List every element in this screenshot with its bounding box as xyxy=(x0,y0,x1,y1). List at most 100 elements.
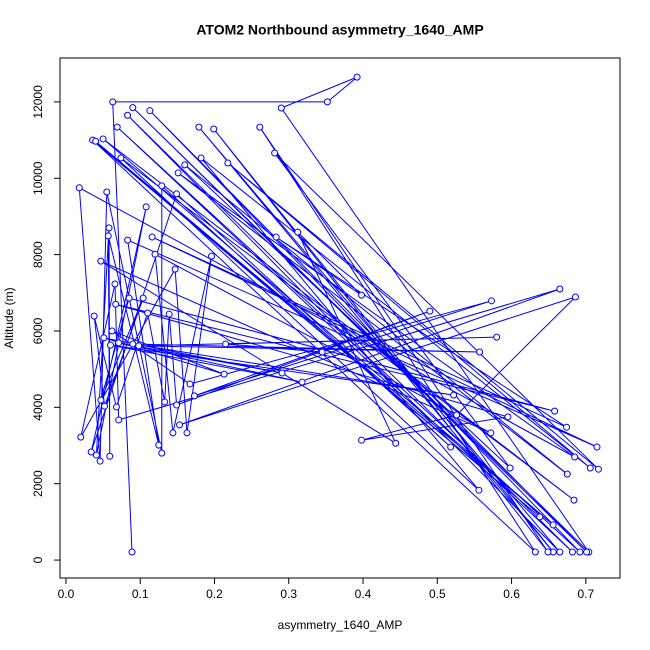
data-point xyxy=(165,310,173,318)
data-point xyxy=(571,293,579,301)
x-tick-label: 0.7 xyxy=(577,587,594,601)
data-point xyxy=(129,104,137,112)
data-point xyxy=(563,470,571,478)
data-point xyxy=(92,451,100,459)
x-tick-label: 0.3 xyxy=(280,587,297,601)
data-point xyxy=(271,149,279,157)
data-point xyxy=(358,436,366,444)
data-point xyxy=(353,73,361,81)
plot-frame xyxy=(59,57,621,579)
data-point xyxy=(197,154,205,162)
data-point xyxy=(105,224,113,232)
data-point xyxy=(570,496,578,504)
data-point xyxy=(99,135,107,143)
data-point xyxy=(475,486,483,494)
data-point xyxy=(103,188,111,196)
data-point xyxy=(208,252,216,260)
data-point xyxy=(426,307,434,315)
data-point xyxy=(493,333,501,341)
data-point xyxy=(183,429,191,437)
data-point xyxy=(568,548,576,556)
data-point xyxy=(222,340,230,348)
data-point xyxy=(453,411,461,419)
data-point xyxy=(151,250,159,258)
data-point xyxy=(186,380,194,388)
data-point xyxy=(87,448,95,456)
data-point xyxy=(100,334,108,342)
y-tick-label: 8000 xyxy=(31,241,45,268)
data-point xyxy=(171,265,179,273)
data-point xyxy=(101,402,109,410)
data-point xyxy=(549,521,557,529)
data-point xyxy=(96,457,104,465)
data-point xyxy=(536,513,544,521)
data-point xyxy=(487,429,495,437)
data-point xyxy=(112,300,120,308)
y-tick-label: 4000 xyxy=(31,394,45,421)
data-point xyxy=(323,98,331,106)
data-point xyxy=(447,443,455,451)
data-point xyxy=(107,341,115,349)
data-point xyxy=(173,190,181,198)
data-point xyxy=(92,137,100,145)
data-point xyxy=(556,548,564,556)
data-point xyxy=(563,423,571,431)
data-point xyxy=(144,309,152,317)
data-point xyxy=(124,236,132,244)
data-point xyxy=(135,342,143,350)
data-point xyxy=(392,439,400,447)
data-point xyxy=(556,285,564,293)
x-tick-label: 0.5 xyxy=(429,587,446,601)
data-point xyxy=(504,413,512,421)
data-point xyxy=(124,111,132,119)
chart-title: ATOM2 Northbound asymmetry_1640_AMP xyxy=(196,22,483,38)
data-point xyxy=(195,123,203,131)
x-tick-label: 0.2 xyxy=(206,587,223,601)
data-point xyxy=(90,312,98,320)
data-point xyxy=(318,348,326,356)
data-point xyxy=(158,449,166,457)
data-point xyxy=(128,548,136,556)
data-point xyxy=(278,369,286,377)
data-point xyxy=(169,429,177,437)
data-point xyxy=(294,228,302,236)
data-point xyxy=(298,378,306,386)
x-tick-label: 0.1 xyxy=(132,587,149,601)
data-point xyxy=(125,294,133,302)
data-point xyxy=(176,421,184,429)
data-point xyxy=(224,159,232,167)
data-point xyxy=(571,453,579,461)
data-point xyxy=(576,548,584,556)
data-point xyxy=(112,403,120,411)
data-point xyxy=(155,441,163,449)
data-point xyxy=(583,548,591,556)
data-point xyxy=(181,161,189,169)
data-point xyxy=(506,464,514,472)
data-point xyxy=(117,154,125,162)
data-point xyxy=(220,370,228,378)
data-point xyxy=(488,297,496,305)
x-tick-label: 0.4 xyxy=(355,587,372,601)
data-point xyxy=(277,104,285,112)
data-point xyxy=(256,123,264,131)
data-point xyxy=(106,452,114,460)
data-point xyxy=(148,233,156,241)
data-point xyxy=(544,548,552,556)
data-point xyxy=(142,203,150,211)
data-point xyxy=(113,123,121,131)
data-point xyxy=(129,340,137,348)
y-axis-label: Altitude (m) xyxy=(2,287,16,348)
data-point xyxy=(104,232,112,240)
data-point xyxy=(97,396,105,404)
y-tick-label: 12000 xyxy=(31,85,45,119)
data-point xyxy=(450,391,458,399)
data-point xyxy=(174,169,182,177)
data-point xyxy=(158,182,166,190)
data-point xyxy=(531,548,539,556)
data-point xyxy=(190,392,198,400)
data-point xyxy=(161,398,169,406)
data-point xyxy=(594,465,602,473)
x-tick-label: 0.6 xyxy=(503,587,520,601)
